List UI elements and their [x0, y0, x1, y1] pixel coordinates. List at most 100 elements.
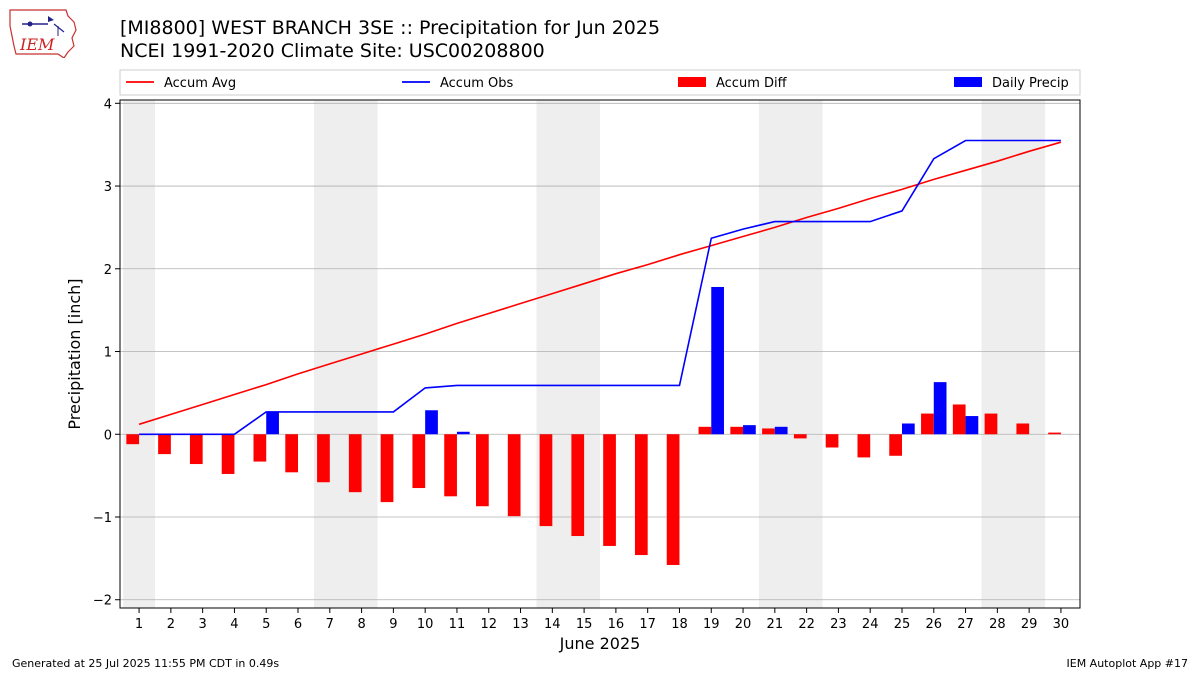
x-tick-label: 27	[957, 617, 974, 632]
legend-label: Daily Precip	[992, 76, 1069, 91]
x-tick-label: 17	[639, 617, 656, 632]
x-tick-label: 14	[544, 617, 561, 632]
weekend-shade	[123, 100, 155, 608]
x-tick-label: 25	[894, 617, 911, 632]
x-tick-label: 10	[417, 617, 434, 632]
accum-diff-bar	[221, 434, 235, 474]
x-tick-label: 11	[449, 617, 466, 632]
accum-diff-bar	[158, 434, 171, 455]
x-tick-label: 2	[167, 617, 175, 632]
chart-subtitle: NCEI 1991-2020 Climate Site: USC00208800	[120, 40, 545, 62]
x-tick-label: 6	[294, 617, 302, 632]
line-series	[138, 139, 1062, 436]
x-tick-label: 12	[480, 617, 497, 632]
y-tick-label: 2	[104, 263, 112, 278]
x-tick-label: 4	[230, 617, 238, 632]
x-tick-label: 1	[135, 617, 143, 632]
daily-precip-bar	[456, 431, 470, 435]
weekend-shade	[536, 100, 600, 608]
x-tick-label: 15	[576, 617, 593, 632]
x-tick-label: 23	[830, 617, 847, 632]
x-tick-label: 5	[262, 617, 270, 632]
x-tick-label: 26	[926, 617, 943, 632]
accum-diff-bar	[285, 434, 299, 473]
grid-lines	[120, 102, 1080, 601]
plot-frame	[119, 99, 1081, 609]
svg-text:IEM: IEM	[19, 35, 55, 54]
weekend-shade	[981, 100, 1046, 608]
accum-diff-bar	[571, 434, 585, 537]
x-tick-label: 30	[1053, 617, 1070, 632]
accum-diff-bar	[793, 434, 807, 439]
x-tick-label: 16	[608, 617, 625, 632]
x-tick-label: 21	[767, 617, 784, 632]
y-axis-label: Precipitation [inch]	[65, 278, 84, 429]
accum-diff-bar	[189, 434, 203, 465]
chart-title: [MI8800] WEST BRANCH 3SE :: Precipitatio…	[120, 17, 661, 39]
daily-precip-bar	[425, 410, 438, 435]
legend-swatch	[678, 77, 706, 87]
accum-diff-bar	[857, 434, 871, 458]
accum-diff-bar	[253, 434, 267, 462]
accum-diff-bar	[603, 434, 616, 546]
legend-frame	[119, 69, 1081, 96]
weekend-shade	[758, 100, 823, 608]
x-axis-label: June 2025	[559, 634, 641, 653]
accum-diff-bar	[380, 434, 394, 503]
y-tick-label: 0	[104, 428, 112, 443]
legend-swatch	[954, 77, 982, 87]
daily-precip-bar	[743, 425, 756, 435]
x-tick-label: 7	[326, 617, 334, 632]
daily-precip-bar	[901, 423, 915, 435]
generated-timestamp: Generated at 25 Jul 2025 11:55 PM CDT in…	[12, 657, 280, 670]
accum-obs-line	[139, 139, 1061, 436]
accum-diff-bar	[889, 434, 902, 456]
x-tick-label: 8	[357, 617, 365, 632]
accum-diff-bar	[444, 434, 457, 497]
accum-diff-bar	[539, 434, 553, 527]
accum-diff-bar	[825, 434, 839, 448]
x-tick-label: 9	[389, 617, 397, 632]
daily-precip-bar	[933, 382, 947, 435]
accum-diff-bar	[984, 413, 998, 435]
daily-precip-bar	[266, 411, 279, 435]
app-credit: IEM Autoplot App #17	[1066, 657, 1189, 670]
y-tick-label: −1	[93, 511, 112, 526]
accum-avg-line	[138, 141, 1062, 426]
accum-diff-bar	[348, 434, 362, 493]
y-tick-label: 1	[104, 346, 112, 361]
iem-logo: IEM	[8, 6, 80, 59]
x-tick-label: 20	[735, 617, 752, 632]
accum-diff-bar	[1048, 432, 1061, 435]
accum-diff-bar	[921, 413, 934, 435]
daily-precip-bar	[965, 416, 979, 435]
accum-diff-bar	[730, 426, 744, 435]
x-tick-label: 28	[989, 617, 1006, 632]
legend-label: Accum Diff	[716, 76, 788, 91]
x-tick-label: 18	[671, 617, 688, 632]
accum-diff-bar	[698, 426, 712, 435]
weekend-shading	[123, 100, 1046, 608]
daily-precip-bar	[711, 286, 724, 435]
iowa-map-icon: IEM	[9, 9, 77, 59]
daily-precip-bar	[774, 426, 788, 435]
accum-diff-bar	[1016, 423, 1030, 435]
accum-diff-bar	[507, 434, 521, 517]
y-tick-label: 4	[104, 97, 112, 112]
y-tick-label: 3	[104, 180, 112, 195]
legend: Accum Avg Accum Obs Accum Diff Daily Precip	[119, 69, 1081, 96]
legend-label: Accum Avg	[164, 76, 236, 91]
x-tick-label: 22	[798, 617, 815, 632]
weekend-shade	[313, 100, 378, 608]
x-tick-label: 13	[512, 617, 529, 632]
legend-label: Accum Obs	[440, 76, 513, 91]
accum-diff-bar	[317, 434, 330, 483]
bar-series	[126, 286, 1061, 565]
accum-diff-bar	[634, 434, 648, 556]
x-tick-label: 3	[199, 617, 207, 632]
accum-diff-bar	[126, 434, 140, 445]
accum-diff-bar	[476, 434, 489, 507]
accum-diff-bar	[952, 404, 966, 435]
